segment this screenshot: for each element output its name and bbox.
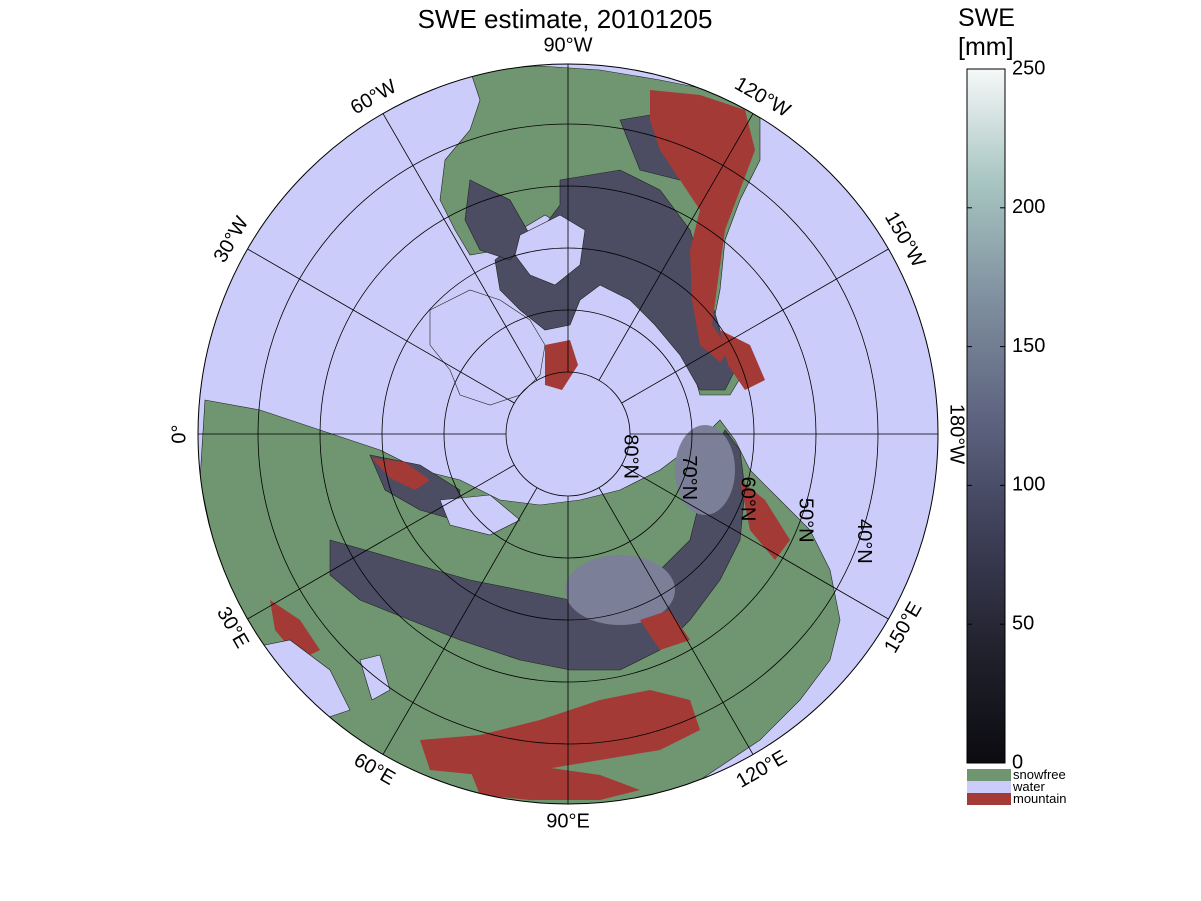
- colorbar-title-line1: SWE: [958, 4, 1015, 32]
- colorbar-tick-label: 200: [1012, 196, 1045, 218]
- meridian-line: [598, 487, 754, 755]
- category-label: snowfree: [1013, 767, 1066, 782]
- kamchatka-mountain: [640, 610, 690, 650]
- colorbar-tick-label: 100: [1012, 474, 1045, 496]
- colorbar-title: SWE [mm]: [958, 4, 1015, 62]
- meridian-line: [247, 464, 515, 620]
- meridian-line: [621, 464, 889, 620]
- colorbar-gradient: [966, 68, 1006, 764]
- meridian-line: [247, 248, 515, 404]
- category-swatch: [967, 793, 1011, 805]
- colorbar-ticks: 0 50 100 150 200 250: [967, 57, 1045, 773]
- category-label: mountain: [1013, 791, 1066, 806]
- meridian-line: [382, 113, 538, 381]
- colorbar-tick-label: 50: [1012, 612, 1034, 634]
- longitude-label: 90°E: [546, 810, 590, 832]
- alps-mountain: [270, 600, 320, 660]
- meridian-line: [382, 487, 538, 755]
- longitude-label: 180°W: [946, 404, 968, 464]
- latitude-label: 50°N: [795, 498, 817, 543]
- category-swatch: [967, 769, 1011, 781]
- hudson-bay: [514, 214, 586, 286]
- figure-title: SWE estimate, 20101205: [417, 4, 713, 34]
- east-asia-mountain: [740, 480, 790, 560]
- ellesmere-mountain: [545, 340, 578, 390]
- latitude-label: 80°N: [620, 434, 642, 479]
- category-label: water: [1012, 779, 1045, 794]
- category-swatch: [967, 781, 1011, 793]
- canada-east-snow: [464, 179, 531, 261]
- latitude-label: 40°N: [853, 519, 875, 564]
- longitude-label: 90°W: [543, 34, 592, 56]
- siberia-deep-snow: [565, 555, 675, 625]
- central-asia-mountain: [420, 690, 700, 775]
- graticule: [198, 64, 938, 804]
- latitude-label: 60°N: [736, 477, 758, 522]
- meridian-line: [621, 248, 889, 404]
- latitude-labels: 80°N 70°N 60°N 50°N 40°N: [620, 434, 875, 564]
- east-siberia-deep-snow: [675, 425, 735, 515]
- scandinavia-mountain: [372, 458, 430, 490]
- colorbar-tick-label: 250: [1012, 57, 1045, 79]
- tibet-mountain: [470, 765, 640, 800]
- colorbar-title-line2: [mm]: [958, 33, 1014, 61]
- map-boundary: [197, 63, 939, 805]
- map-disk: [198, 64, 938, 804]
- barents-sea: [439, 494, 521, 536]
- longitude-label: 0°: [168, 424, 190, 443]
- latitude-label: 70°N: [678, 455, 700, 500]
- meridian-line: [598, 113, 754, 381]
- caspian-sea: [359, 654, 391, 701]
- colorbar-tick-label: 0: [1012, 751, 1023, 773]
- colorbar-tick-label: 150: [1012, 335, 1045, 357]
